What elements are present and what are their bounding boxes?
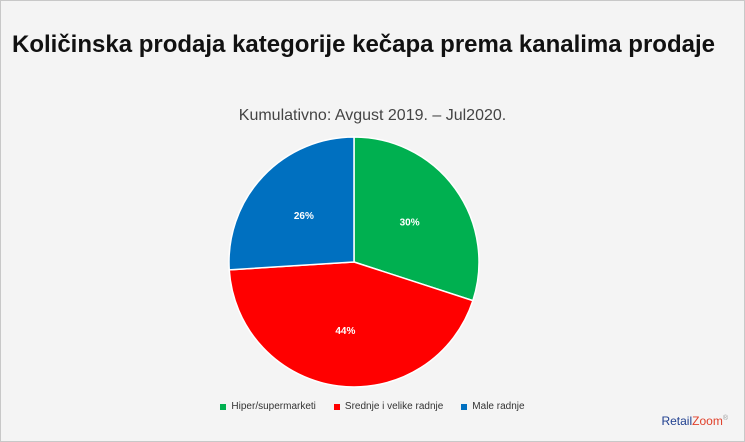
pie-slice-srednje bbox=[228, 261, 474, 388]
logo-zoom-text: Zoom bbox=[692, 414, 723, 428]
slice-label-srednje: 44% bbox=[335, 326, 355, 337]
slice-label-hiper: 30% bbox=[400, 218, 420, 229]
slice-label-male: 26% bbox=[294, 211, 314, 222]
legend-item-hiper: Hiper/supermarketi bbox=[220, 401, 316, 412]
pie-slice-hiper bbox=[353, 136, 480, 302]
legend-item-srednje: Srednje i velike radnje bbox=[333, 401, 444, 412]
legend-swatch-hiper bbox=[220, 403, 227, 410]
legend-label-hiper: Hiper/supermarketi bbox=[231, 401, 316, 412]
logo-retail-text: Retail bbox=[661, 414, 693, 428]
legend-swatch-male bbox=[461, 403, 468, 410]
legend-item-male: Male radnje bbox=[461, 401, 525, 412]
legend-label-male: Male radnje bbox=[472, 401, 525, 412]
slide-title: Količinska prodaja kategorije kečapa pre… bbox=[12, 31, 715, 58]
legend-swatch-srednje bbox=[333, 403, 340, 410]
chart-legend: Hiper/supermarketi Srednje i velike radn… bbox=[1, 401, 744, 412]
pie-slice-male bbox=[228, 136, 355, 271]
logo-registered-mark: ® bbox=[722, 415, 728, 422]
retailzoom-logo: RetailZoom® bbox=[661, 414, 728, 428]
chart-subtitle: Kumulativno: Avgust 2019. – Jul2020. bbox=[238, 107, 507, 124]
legend-label-srednje: Srednje i velike radnje bbox=[344, 401, 444, 412]
